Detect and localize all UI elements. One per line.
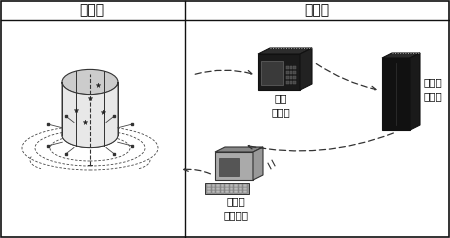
FancyBboxPatch shape: [220, 187, 224, 189]
FancyBboxPatch shape: [212, 187, 215, 189]
FancyBboxPatch shape: [212, 190, 215, 193]
FancyBboxPatch shape: [293, 75, 296, 79]
Polygon shape: [215, 152, 253, 180]
FancyBboxPatch shape: [234, 184, 238, 187]
FancyBboxPatch shape: [220, 184, 224, 187]
FancyBboxPatch shape: [234, 187, 238, 189]
Ellipse shape: [62, 122, 118, 148]
FancyBboxPatch shape: [225, 190, 229, 193]
Polygon shape: [382, 53, 420, 58]
FancyBboxPatch shape: [293, 70, 296, 74]
FancyBboxPatch shape: [216, 184, 220, 187]
FancyBboxPatch shape: [207, 184, 211, 187]
FancyBboxPatch shape: [289, 80, 292, 84]
Polygon shape: [382, 58, 410, 130]
FancyBboxPatch shape: [289, 75, 292, 79]
FancyBboxPatch shape: [220, 190, 224, 193]
FancyBboxPatch shape: [238, 184, 242, 187]
FancyBboxPatch shape: [293, 65, 296, 69]
Polygon shape: [258, 54, 300, 90]
FancyBboxPatch shape: [216, 190, 220, 193]
FancyBboxPatch shape: [230, 187, 233, 189]
Text: 装置端: 装置端: [80, 3, 105, 17]
FancyBboxPatch shape: [225, 184, 229, 187]
FancyBboxPatch shape: [289, 70, 292, 74]
FancyBboxPatch shape: [293, 80, 296, 84]
Text: 控制端: 控制端: [304, 3, 329, 17]
FancyBboxPatch shape: [238, 187, 242, 189]
FancyBboxPatch shape: [230, 190, 233, 193]
Text: 振动
采集器: 振动 采集器: [272, 93, 290, 117]
FancyBboxPatch shape: [230, 184, 233, 187]
FancyBboxPatch shape: [205, 183, 249, 194]
FancyBboxPatch shape: [286, 80, 288, 84]
FancyBboxPatch shape: [243, 190, 247, 193]
Text: 支撑力
分析器: 支撑力 分析器: [424, 77, 443, 101]
FancyBboxPatch shape: [207, 187, 211, 189]
Polygon shape: [410, 53, 420, 130]
FancyBboxPatch shape: [243, 184, 247, 187]
FancyBboxPatch shape: [243, 187, 247, 189]
Polygon shape: [215, 147, 263, 152]
FancyBboxPatch shape: [207, 190, 211, 193]
FancyBboxPatch shape: [286, 65, 288, 69]
FancyBboxPatch shape: [261, 61, 283, 85]
FancyBboxPatch shape: [286, 70, 288, 74]
Text: 电动推
杆驱动器: 电动推 杆驱动器: [224, 196, 248, 220]
FancyBboxPatch shape: [212, 184, 215, 187]
Ellipse shape: [62, 69, 118, 94]
FancyBboxPatch shape: [216, 187, 220, 189]
FancyBboxPatch shape: [286, 75, 288, 79]
FancyBboxPatch shape: [238, 190, 242, 193]
Polygon shape: [300, 48, 312, 90]
Polygon shape: [62, 82, 118, 148]
FancyBboxPatch shape: [219, 158, 239, 176]
FancyBboxPatch shape: [225, 187, 229, 189]
FancyBboxPatch shape: [234, 190, 238, 193]
FancyBboxPatch shape: [289, 65, 292, 69]
Polygon shape: [258, 48, 312, 54]
Polygon shape: [253, 147, 263, 180]
